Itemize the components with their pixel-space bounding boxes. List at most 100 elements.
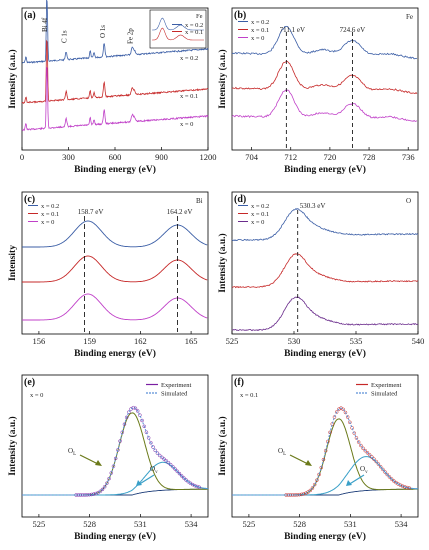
- component-label: Ov: [150, 465, 158, 475]
- experiment-point: [372, 457, 376, 461]
- experiment-point: [133, 406, 138, 411]
- inset-line: [152, 27, 204, 41]
- x-tick-label: 525: [226, 336, 239, 346]
- subscript: v: [365, 470, 368, 475]
- series-line: [231, 25, 418, 60]
- experiment-point: [381, 467, 385, 472]
- peak-annotation: 158.7 eV: [78, 208, 104, 216]
- series-line: [231, 207, 419, 242]
- legend-entry: x = 0: [251, 35, 264, 42]
- experiment-point: [367, 453, 372, 457]
- experiment-point: [177, 471, 182, 476]
- panel-b: 704 712 720 728 736 Binding energy (eV) Intens…: [217, 7, 419, 175]
- x-tick-label: 728: [363, 152, 376, 162]
- x-tick-label: 525: [33, 519, 46, 529]
- y-axis-label: Intensity (a.u.): [217, 233, 228, 292]
- experiment-point: [359, 443, 363, 448]
- x-tick-label: 528: [83, 519, 96, 529]
- panel-frame: [21, 374, 209, 518]
- experiment-point: [334, 410, 339, 414]
- legend-entry: x = 0.1: [41, 211, 59, 218]
- series-line: [21, 66, 209, 132]
- component-label: Ov: [360, 465, 368, 475]
- experiment-point: [149, 441, 153, 445]
- peak-label: Fe 2p: [126, 28, 134, 44]
- experiment-point: [142, 424, 147, 429]
- peak-label: O 1s: [99, 25, 107, 38]
- experiment-point: [385, 472, 389, 477]
- experiment-point: [363, 448, 367, 453]
- y-axis-label: Intensity (a.u.): [217, 416, 228, 475]
- component-Ov: [22, 461, 208, 496]
- x-tick-label: 159: [83, 336, 96, 346]
- series-line: [21, 0, 209, 64]
- experiment-point: [297, 492, 302, 497]
- experiment-point: [193, 483, 197, 488]
- experiment-point: [166, 460, 171, 465]
- experiment-point: [94, 491, 98, 496]
- legend-entry: x = 0: [251, 219, 264, 226]
- experiment-point: [102, 485, 107, 489]
- experiment-point: [175, 469, 179, 474]
- series-line: [231, 253, 419, 289]
- experiment-point: [365, 451, 370, 455]
- experiment-point: [122, 422, 127, 426]
- experiment-point: [290, 493, 295, 497]
- panel-c: 156 159 162 165 Binding energy (eV) Intensity…: [8, 191, 209, 359]
- peak-annotation: 530.3 eV: [300, 202, 326, 210]
- series-line: [22, 255, 208, 283]
- experiment-point: [392, 479, 396, 483]
- subscript: L: [73, 452, 76, 457]
- subscript: v: [155, 470, 158, 475]
- experiment-point: [160, 455, 164, 460]
- experiment-point: [354, 436, 359, 440]
- x-tick-label: 534: [185, 519, 199, 529]
- panel-a: 0 300 600 900 1200 Binding energy (eV) Intensi…: [7, 0, 217, 175]
- series-tag: x = 0.1: [180, 93, 198, 100]
- x-axis-label: Binding energy (eV): [284, 348, 366, 359]
- experiment-point: [389, 477, 394, 481]
- panel-label: (d): [234, 194, 246, 205]
- panel-label: (a): [24, 10, 36, 21]
- series-line: [22, 293, 208, 321]
- experiment-point: [100, 487, 105, 492]
- series-line: [22, 220, 208, 248]
- experiment-point: [155, 451, 160, 455]
- x-tick-label: 531: [344, 519, 357, 529]
- series-line: [21, 39, 209, 105]
- legend-entry: Experiment: [371, 382, 402, 389]
- series-tag: x = 0.2: [180, 55, 198, 62]
- x-tick-label: 0: [20, 152, 24, 162]
- legend-entry: x = 0.2: [185, 22, 203, 29]
- series-tag: x = 0: [180, 121, 193, 128]
- y-axis-label: Intensity: [8, 245, 18, 281]
- component-Ov: [232, 456, 418, 496]
- experiment-point: [348, 420, 352, 425]
- sample-tag: x = 0.1: [240, 392, 258, 399]
- experiment-point: [138, 413, 142, 417]
- inset-label: Fe: [196, 13, 203, 20]
- experiment-point: [378, 464, 383, 469]
- experiment-point: [343, 410, 348, 415]
- series-line: [231, 296, 419, 332]
- experiment-point: [345, 415, 350, 419]
- series-line: [231, 89, 418, 122]
- experiment-point: [306, 490, 310, 494]
- element-label: O: [406, 197, 411, 205]
- panel-label: (e): [24, 377, 35, 388]
- panel-label: (c): [24, 194, 35, 205]
- experiment-point: [374, 459, 378, 464]
- component-OL: [232, 418, 418, 496]
- experiment-point: [315, 478, 319, 482]
- inset-line: [152, 17, 204, 31]
- experiment-point: [312, 482, 317, 487]
- x-tick-label: 534: [395, 519, 409, 529]
- x-tick-label: 900: [155, 152, 168, 162]
- panel-frame: [231, 374, 419, 518]
- experiment-point: [162, 457, 166, 461]
- experiment-point: [124, 415, 129, 420]
- x-axis-label: Binding energy (eV): [74, 348, 156, 359]
- x-tick-label: 712: [284, 152, 297, 162]
- panel-e: 525 528 531 534 Binding energy (eV) Intensity…: [7, 374, 209, 542]
